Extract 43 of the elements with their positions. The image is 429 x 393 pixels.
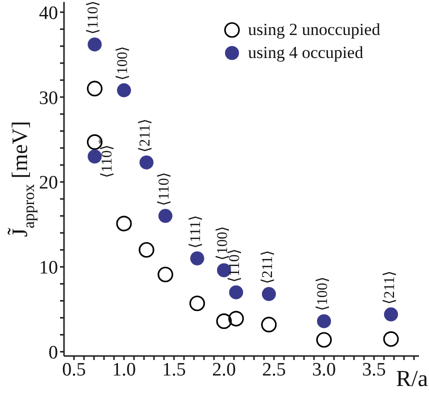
point [262, 287, 276, 302]
annotation: ⟨110⟩ [86, 0, 102, 34]
legend-label: using 2 unoccupied [248, 20, 380, 40]
annotation: ⟨110⟩ [156, 172, 173, 206]
point [140, 155, 154, 170]
point [384, 307, 398, 322]
x-tick-label: 1.5 [162, 359, 186, 380]
y-tick-label: 10 [39, 258, 58, 279]
point [190, 251, 204, 266]
point [228, 310, 244, 326]
point [117, 83, 131, 98]
annotation: ⟨211⟩ [260, 250, 276, 284]
x-tick-label: 0.5 [62, 359, 86, 380]
x-axis-title: R/a [396, 366, 428, 391]
point [88, 37, 102, 52]
point [116, 216, 132, 232]
annotation: ⟨100⟩ [115, 46, 132, 80]
point [158, 266, 174, 282]
annotation: ⟨110⟩ [228, 248, 244, 282]
point [383, 331, 399, 347]
legend-label: using 4 occupied [248, 42, 364, 62]
annotation: ⟨211⟩ [138, 118, 154, 152]
y-tick-label: 0 [48, 342, 58, 364]
point [229, 285, 244, 300]
annotation: ⟨100⟩ [315, 276, 332, 312]
y-tick-label: 20 [39, 172, 58, 194]
point [158, 208, 172, 223]
point [216, 313, 232, 329]
x-tick-label: 1.0 [112, 359, 136, 380]
point [189, 296, 205, 312]
point [86, 80, 102, 96]
x-tick-label: 3.0 [312, 359, 336, 380]
x-tick-label: 2.5 [262, 359, 286, 380]
x-tick-label: 3.5 [362, 359, 386, 380]
annotation: ⟨211⟩ [382, 270, 398, 304]
point [261, 316, 277, 332]
annotation: ⟨111⟩ [188, 214, 205, 248]
x-tick-label: 2.0 [212, 359, 236, 380]
point [317, 314, 331, 328]
y-tick-label: 30 [39, 88, 58, 109]
y-tick-label: 40 [39, 2, 58, 24]
point [138, 242, 154, 258]
point [316, 332, 332, 348]
